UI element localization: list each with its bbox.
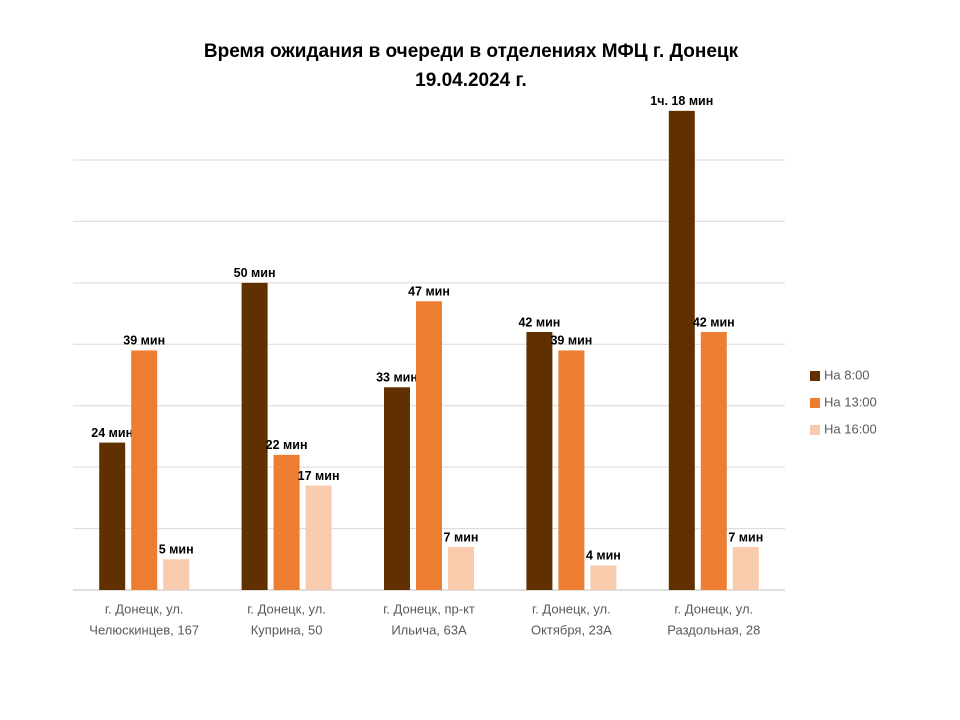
bar [241, 282, 268, 590]
bar [448, 547, 474, 590]
x-tick-label: Раздольная, 28 [667, 622, 760, 637]
data-label: 50 мин [234, 266, 276, 280]
legend-label: На 16:00 [824, 421, 877, 436]
bar [99, 442, 126, 590]
data-label: 5 мин [159, 543, 194, 557]
bar [590, 565, 617, 590]
data-label: 22 мин [266, 438, 308, 452]
legend-label: На 8:00 [824, 367, 870, 382]
x-tick-label: Куприна, 50 [251, 622, 323, 637]
bar [700, 332, 727, 590]
data-label: 7 мин [728, 530, 763, 544]
legend-swatch [810, 398, 820, 408]
data-label: 42 мин [518, 315, 560, 329]
legend-swatch [810, 371, 820, 381]
data-label: 39 мин [550, 334, 592, 348]
x-tick-label: Ильича, 63А [391, 622, 467, 637]
bar [526, 332, 553, 590]
data-label: 4 мин [586, 549, 621, 563]
bar [732, 547, 759, 590]
x-tick-label: г. Донецк, ул. [105, 601, 184, 616]
chart-title: Время ожидания в очереди в отделениях МФ… [204, 41, 739, 62]
x-tick-label: г. Донецк, пр-кт [383, 601, 475, 616]
bar [384, 387, 410, 590]
x-tick-label: г. Донецк, ул. [532, 601, 611, 616]
bar [163, 559, 190, 590]
bar [273, 454, 300, 590]
data-label: 24 мин [91, 426, 133, 440]
data-label: 33 мин [376, 371, 418, 385]
legend-label: На 13:00 [824, 394, 877, 409]
data-label: 42 мин [693, 315, 735, 329]
x-tick-label: Октября, 23А [531, 622, 612, 637]
data-label: 47 мин [408, 285, 450, 299]
bar [131, 350, 158, 590]
x-tick-label: Челюскинцев, 167 [89, 622, 199, 637]
chart-subtitle: 19.04.2024 г. [415, 70, 527, 91]
data-label: 17 мин [298, 469, 340, 483]
x-tick-label: г. Донецк, ул. [674, 601, 753, 616]
legend-swatch [810, 425, 820, 435]
data-label: 7 мин [444, 530, 479, 544]
x-tick-label: г. Донецк, ул. [247, 601, 326, 616]
bar [558, 350, 585, 590]
bar [668, 110, 695, 590]
data-label: 39 мин [123, 334, 165, 348]
data-label: 1ч. 18 мин [650, 94, 713, 108]
bar [305, 485, 332, 590]
bar [416, 301, 442, 590]
